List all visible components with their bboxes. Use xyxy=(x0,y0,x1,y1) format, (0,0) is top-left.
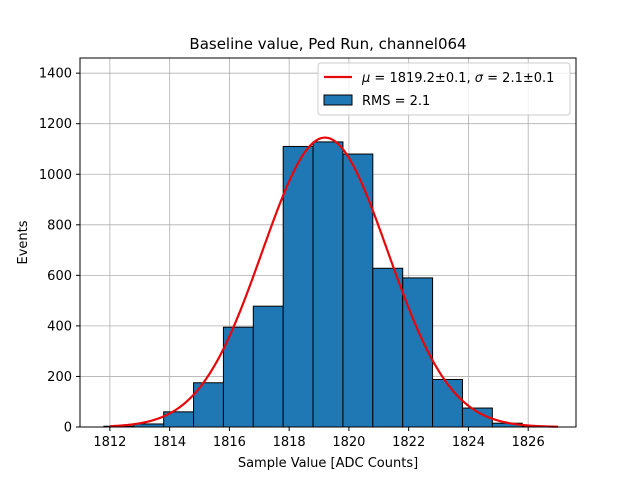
axis-ticks: 1812 1814 1816 1818 1820 1822 1824 1826 0 200 400 6… xyxy=(39,67,545,450)
legend-sigma-symbol: σ xyxy=(475,71,484,86)
histogram-bar xyxy=(312,141,344,428)
y-tick-label: 200 xyxy=(47,370,72,385)
legend-fit-label: μ = 1819.2±0.1, σ = 2.1±0.1 xyxy=(361,71,554,86)
x-tick-label: 1814 xyxy=(153,435,186,450)
histogram-bar xyxy=(222,326,254,428)
histogram-bars xyxy=(103,141,553,428)
x-tick-label: 1822 xyxy=(392,435,425,450)
axes-frame xyxy=(79,57,577,428)
legend-histogram-label: RMS = 2.1 xyxy=(362,94,430,109)
x-tick-label: 1818 xyxy=(273,435,306,450)
chart-title: Baseline value, Ped Run, channel064 xyxy=(189,35,466,53)
x-tick-label: 1816 xyxy=(213,435,246,450)
x-tick-label: 1820 xyxy=(332,435,365,450)
legend-histogram-swatch xyxy=(323,94,353,106)
legend-mu-symbol: μ xyxy=(361,71,370,86)
legend-sigma-value: = 2.1±0.1 xyxy=(483,71,554,86)
histogram-bar xyxy=(342,153,374,428)
y-axis-label: Events xyxy=(16,220,31,264)
fit-curve xyxy=(109,136,559,428)
histogram-bar xyxy=(282,145,314,428)
x-tick-label: 1812 xyxy=(93,435,126,450)
y-tick-label: 600 xyxy=(47,269,72,284)
legend-box xyxy=(317,62,571,116)
y-tick-label: 400 xyxy=(47,319,72,334)
y-tick-label: 800 xyxy=(47,218,72,233)
x-axis-label: Sample Value [ADC Counts] xyxy=(238,456,418,471)
histogram-bar xyxy=(432,378,463,428)
y-tick-label: 0 xyxy=(64,421,72,436)
y-tick-label: 1200 xyxy=(39,117,72,132)
x-tick-label: 1824 xyxy=(452,435,485,450)
fit-curve-group xyxy=(109,136,559,428)
y-tick-label: 1000 xyxy=(39,168,72,183)
y-tick-label: 1400 xyxy=(39,67,72,82)
legend-mu-value: = 1819.2±0.1, xyxy=(370,71,474,86)
legend: μ = 1819.2±0.1, σ = 2.1±0.1 RMS = 2.1 xyxy=(317,62,571,116)
x-tick-label: 1826 xyxy=(512,435,545,450)
histogram-bar xyxy=(372,267,404,428)
histogram-bar xyxy=(252,305,284,428)
